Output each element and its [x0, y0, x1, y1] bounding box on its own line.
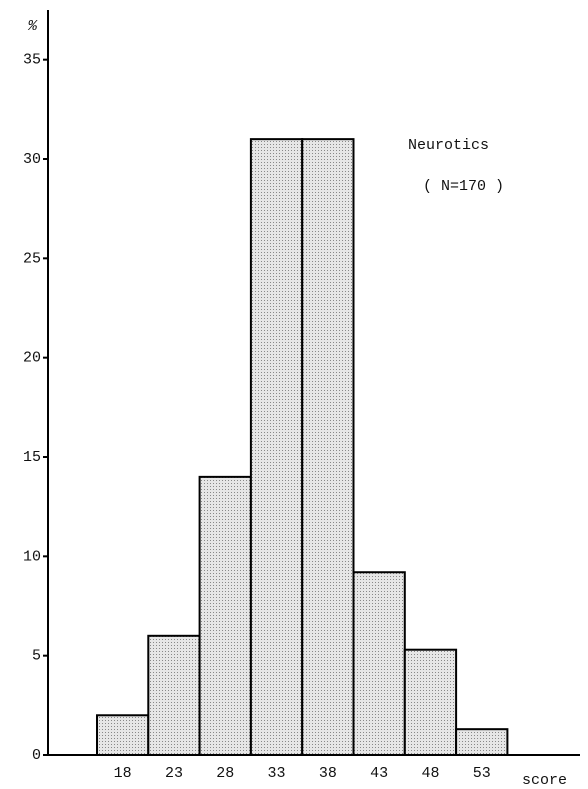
y-tick-label: 10: [23, 548, 41, 565]
x-tick-label: 43: [370, 765, 388, 782]
x-axis-label: score: [522, 772, 567, 789]
bar: [455, 728, 509, 757]
x-tick-label: 38: [319, 765, 337, 782]
y-tick-label: 0: [32, 747, 41, 764]
x-tick-label: 28: [216, 765, 234, 782]
bar: [403, 648, 458, 756]
y-axis-label: %: [27, 18, 38, 35]
bar: [352, 571, 406, 757]
bar: [96, 714, 150, 756]
x-tick-label: 18: [114, 765, 132, 782]
y-tick-label: 35: [23, 52, 41, 69]
bar: [301, 138, 355, 756]
y-tick-label: 30: [23, 151, 41, 168]
bar: [147, 634, 201, 756]
x-tick-label: 33: [268, 765, 286, 782]
bar: [198, 475, 252, 756]
x-tick-label: 48: [421, 765, 439, 782]
x-tick-label: 53: [473, 765, 491, 782]
y-tick-label: 25: [23, 250, 41, 267]
y-tick-label: 15: [23, 449, 41, 466]
annotation: Neurotics: [408, 137, 489, 154]
bar: [249, 138, 304, 756]
x-tick-label: 23: [165, 765, 183, 782]
y-tick-label: 20: [23, 350, 41, 367]
annotation: ( N=170 ): [423, 178, 504, 195]
y-tick-label: 5: [32, 648, 41, 665]
